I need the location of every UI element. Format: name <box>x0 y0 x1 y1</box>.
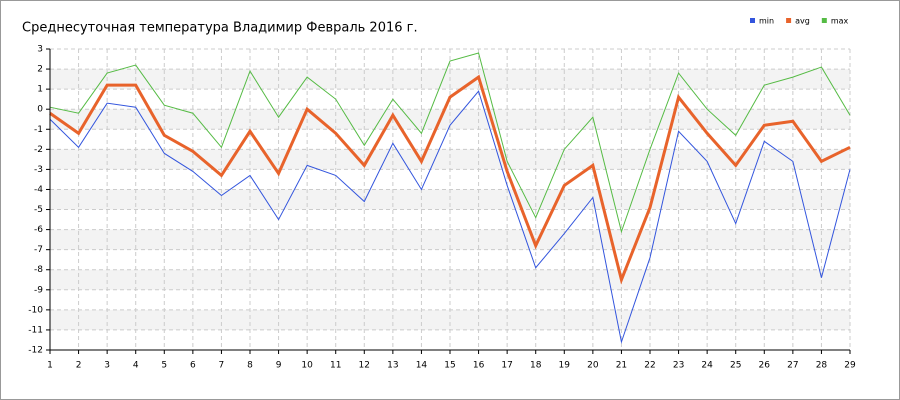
grid-band <box>50 309 850 330</box>
y-tick-label: -5 <box>34 205 43 215</box>
x-tick-label: 2 <box>76 361 82 371</box>
series-line <box>49 52 851 234</box>
x-tick-label: 12 <box>359 361 370 371</box>
x-tick-label: 24 <box>701 361 713 371</box>
y-tick-label: -8 <box>34 265 43 275</box>
x-tick-label: 15 <box>444 361 455 371</box>
series-line <box>49 90 851 344</box>
y-tick-label: -10 <box>28 305 43 315</box>
y-tick-label: 1 <box>37 85 43 95</box>
x-tick-label: 10 <box>301 361 313 371</box>
x-tick-label: 6 <box>190 361 196 371</box>
y-tick-label: -7 <box>34 245 43 255</box>
x-tick-label: 29 <box>844 361 856 371</box>
legend-swatch <box>821 18 827 23</box>
y-tick-label: -4 <box>34 185 43 195</box>
x-tick-label: 26 <box>759 361 771 371</box>
legend-swatch <box>786 18 792 23</box>
chart-title: Среднесуточная температура Владимир Февр… <box>22 21 418 36</box>
series-line <box>49 74 851 285</box>
x-tick-label: 14 <box>416 361 428 371</box>
x-tick-label: 3 <box>104 361 110 371</box>
x-tick-label: 17 <box>501 361 512 371</box>
x-tick-label: 16 <box>473 361 485 371</box>
x-tick-label: 20 <box>587 361 599 371</box>
legend-label: max <box>831 17 849 26</box>
x-tick-label: 27 <box>787 361 798 371</box>
x-tick-label: 4 <box>133 361 139 371</box>
x-tick-label: 22 <box>644 361 655 371</box>
x-tick-label: 9 <box>276 361 282 371</box>
x-tick-label: 28 <box>816 361 828 371</box>
y-tick-label: -6 <box>34 225 43 235</box>
y-tick-label: 2 <box>37 65 43 75</box>
x-tick-label: 19 <box>559 361 571 371</box>
y-tick-label: -12 <box>28 346 43 356</box>
x-tick-label: 13 <box>387 361 398 371</box>
y-tick-label: 0 <box>37 105 43 115</box>
x-tick-label: 5 <box>161 361 167 371</box>
x-tick-label: 1 <box>47 361 53 371</box>
x-tick-label: 21 <box>616 361 627 371</box>
y-tick-label: -2 <box>34 145 43 155</box>
x-tick-label: 11 <box>330 361 341 371</box>
x-tick-label: 25 <box>730 361 741 371</box>
y-tick-label: -11 <box>28 325 43 335</box>
y-tick-label: -1 <box>34 125 43 135</box>
x-tick-label: 23 <box>673 361 684 371</box>
y-tick-label: -3 <box>34 165 43 175</box>
y-tick-label: -9 <box>34 285 43 295</box>
y-tick-label: 3 <box>37 45 43 55</box>
x-tick-label: 7 <box>219 361 225 371</box>
legend-label: avg <box>795 17 810 26</box>
legend-label: min <box>759 17 774 26</box>
legend-swatch <box>750 18 755 23</box>
x-tick-label: 8 <box>247 361 253 371</box>
grid-band <box>50 269 850 290</box>
x-tick-label: 18 <box>530 361 542 371</box>
